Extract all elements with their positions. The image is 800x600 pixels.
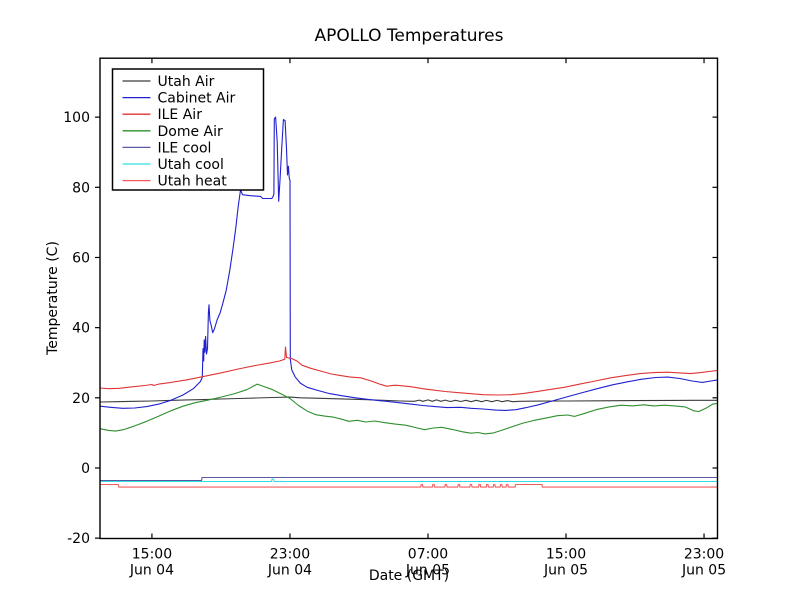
- x-tick-label-date: Jun 05: [543, 563, 588, 579]
- x-tick-label-time: 23:00: [270, 547, 310, 563]
- x-tick-label-date: Jun 05: [405, 563, 450, 579]
- x-tick-label-date: Jun 05: [681, 563, 726, 579]
- legend-label-ile-air: ILE Air: [158, 107, 203, 123]
- series-utah-heat: [100, 483, 718, 488]
- legend-label-utah-air: Utah Air: [158, 74, 215, 90]
- series-utah-air: [99, 396, 718, 403]
- chart-title: APOLLO Temperatures: [314, 26, 504, 46]
- x-tick-label-time: 15:00: [132, 547, 172, 563]
- y-axis-label: Temperature (C): [45, 241, 61, 355]
- x-tick-label-time: 15:00: [546, 547, 586, 563]
- series-dome-air: [99, 383, 718, 435]
- legend-label-cabinet-air: Cabinet Air: [158, 91, 236, 107]
- series-ile-cool: [100, 476, 718, 482]
- legend-label-utah-heat: Utah heat: [158, 174, 228, 190]
- legend-box: [111, 68, 265, 191]
- series-cabinet-air: [99, 116, 718, 411]
- x-tick-label-date: Jun 04: [129, 563, 174, 579]
- plot-border: [99, 57, 719, 540]
- y-tick-label: 0: [81, 461, 90, 477]
- y-tick-label: -20: [67, 531, 90, 547]
- series-ile-air: [99, 346, 718, 396]
- x-tick-label-date: Jun 04: [267, 563, 312, 579]
- y-tick-label: 80: [72, 180, 90, 196]
- y-tick-label: 40: [72, 321, 90, 337]
- x-tick-label-time: 07:00: [408, 547, 448, 563]
- x-tick-label-time: 23:00: [684, 547, 724, 563]
- y-tick-label: 20: [72, 391, 90, 407]
- legend-label-dome-air: Dome Air: [158, 124, 224, 140]
- legend-label-ile-cool: ILE cool: [158, 140, 212, 156]
- y-tick-label: 100: [63, 110, 90, 126]
- legend-label-utah-cool: Utah cool: [158, 157, 224, 173]
- series-utah-cool: [100, 478, 718, 483]
- x-axis-label: Date (GMT): [368, 568, 450, 584]
- y-tick-label: 60: [72, 250, 90, 266]
